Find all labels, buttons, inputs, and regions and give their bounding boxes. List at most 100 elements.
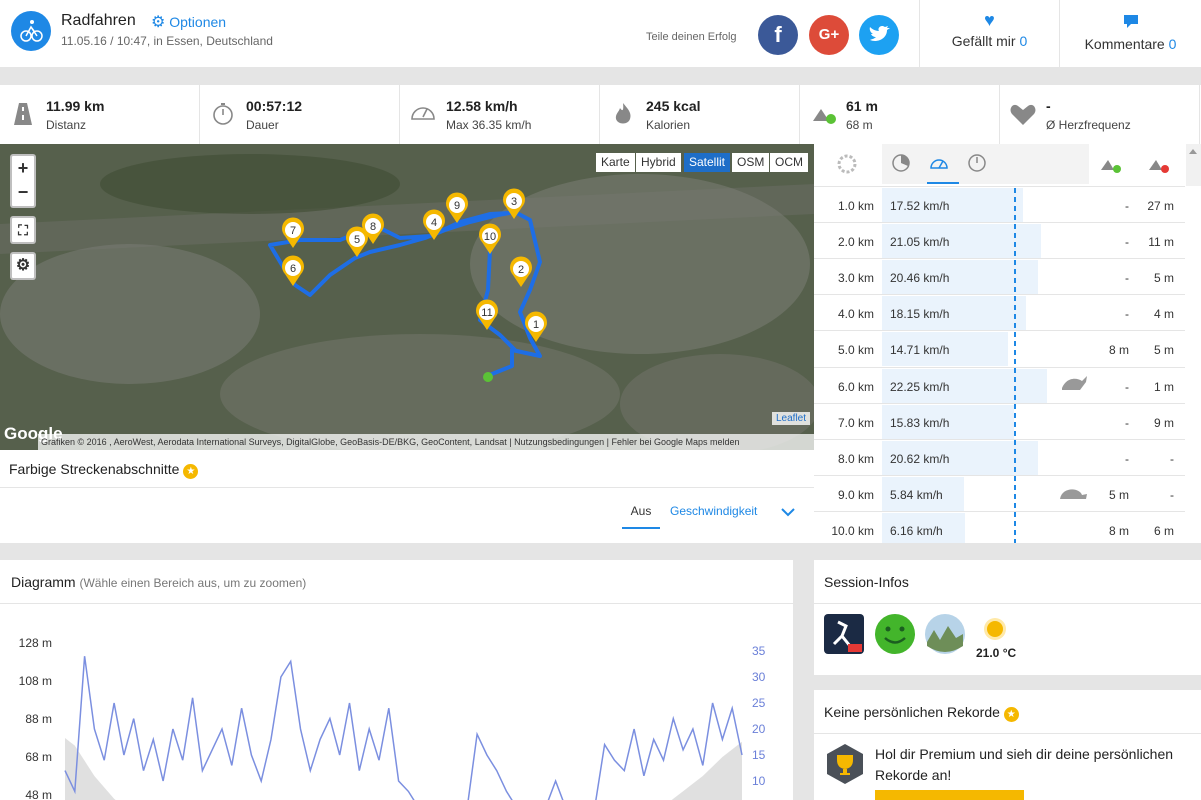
comment-button[interactable]: Kommentare 0 bbox=[1060, 0, 1201, 67]
twitter-button[interactable] bbox=[859, 15, 899, 55]
segment-option[interactable]: Geschwindigkeit bbox=[670, 504, 758, 518]
stat-label: Dauer bbox=[246, 118, 279, 132]
twitter-icon bbox=[869, 25, 890, 41]
like-button[interactable]: ♥ Gefällt mir 0 bbox=[920, 0, 1059, 67]
elevation-area bbox=[65, 738, 742, 800]
y2-tick-label: 30 bbox=[752, 670, 766, 684]
dropdown-arrow[interactable] bbox=[780, 506, 796, 518]
layer-button[interactable]: OSM bbox=[732, 153, 770, 172]
segments-title: Farbige Streckenabschnitte ★ bbox=[9, 461, 199, 479]
speed-unit: km/h bbox=[923, 451, 950, 466]
speed-value: 17.52 bbox=[890, 199, 921, 213]
speed-unit: km/h bbox=[923, 379, 950, 394]
split-row: 1.0 km 17.52 km/h - 27 m bbox=[814, 186, 1185, 222]
leaflet-link[interactable]: Leaflet bbox=[772, 412, 811, 425]
split-down: - bbox=[1170, 451, 1174, 466]
table-header-icons bbox=[837, 144, 1201, 186]
report-link[interactable]: Fehler bei Google Maps melden bbox=[611, 437, 740, 447]
split-up: - bbox=[1125, 415, 1129, 430]
google-plus-button[interactable]: G+ bbox=[809, 15, 849, 55]
map-marker-label: 3 bbox=[511, 196, 517, 208]
chart-title-text: Diagramm bbox=[11, 574, 76, 590]
divider bbox=[0, 487, 814, 488]
speed-bar bbox=[882, 296, 1026, 331]
records-text: Hol dir Premium und sieh dir deine persö… bbox=[875, 746, 1174, 783]
split-speed: 17.52 km/h bbox=[890, 199, 949, 213]
split-row: 8.0 km 20.62 km/h - - bbox=[814, 438, 1185, 475]
divider bbox=[1059, 0, 1060, 67]
layer-button[interactable]: Satellit bbox=[684, 153, 731, 172]
divider bbox=[814, 603, 1201, 604]
speed-bar bbox=[882, 512, 966, 543]
options-link[interactable]: ⚙ Optionen bbox=[151, 14, 227, 31]
stat-label: Kalorien bbox=[646, 118, 691, 132]
zoom-control[interactable]: + − bbox=[10, 154, 36, 208]
map-marker-label: 6 bbox=[290, 263, 296, 275]
share-label: Teile deinen Erfolg bbox=[646, 31, 737, 43]
split-up: - bbox=[1125, 235, 1129, 250]
trophy-badge bbox=[827, 744, 863, 784]
stat: 00:57:12 Dauer bbox=[200, 85, 400, 144]
split-down: 6 m bbox=[1153, 523, 1174, 538]
heart-icon: ♥ bbox=[984, 10, 995, 30]
map[interactable]: 1 2 3 4 5 6 7 8 9 10 11 + − ⛶ ⚙ Karte Hybrid Satellit… bbox=[0, 144, 814, 450]
split-row: 7.0 km 15.83 km/h - 9 m bbox=[814, 402, 1185, 439]
y2-tick-label: 15 bbox=[752, 748, 766, 762]
options-text[interactable]: Optionen bbox=[169, 14, 227, 30]
session-panel: Session-Infos 21.0 °C bbox=[814, 560, 1201, 675]
stat-label: Distanz bbox=[46, 118, 87, 132]
terms-link[interactable]: Nutzungsbedingungen bbox=[514, 437, 605, 447]
layer-button[interactable]: OCM bbox=[770, 153, 808, 172]
subtitle: 11.05.16 / 10:47, in Essen, Deutschland bbox=[61, 34, 273, 48]
split-km: 3.0 km bbox=[837, 271, 874, 286]
stats-bar: 11.99 km Distanz 00:57:12 Dauer 12.58 km/h Ma… bbox=[0, 85, 1201, 144]
records-title-text: Keine persönlichen Rekorde bbox=[824, 704, 1000, 720]
speed-value: 20.46 bbox=[890, 271, 921, 286]
comment-count: 0 bbox=[1168, 36, 1177, 52]
session-title: Session-Infos bbox=[824, 574, 909, 590]
split-row: 9.0 km 5.84 km/h 5 m - bbox=[814, 474, 1185, 511]
chart-subtitle: (Wähle einen Bereich aus, um zu zoomen) bbox=[79, 576, 307, 590]
segment-option[interactable]: Aus bbox=[622, 504, 660, 529]
split-speed: 5.84 km/h bbox=[890, 488, 943, 502]
split-row: 5.0 km 14.71 km/h 8 m 5 m bbox=[814, 330, 1185, 367]
temperature: 21.0 °C bbox=[976, 646, 1017, 660]
comment-icon bbox=[1060, 13, 1201, 34]
segments-title-text: Farbige Streckenabschnitte bbox=[9, 461, 180, 477]
map-marker-label: 9 bbox=[454, 200, 460, 212]
speed-unit: km/h bbox=[916, 487, 943, 502]
split-km: 7.0 km bbox=[837, 415, 874, 430]
premium-button[interactable] bbox=[875, 790, 1024, 800]
map-marker-label: 2 bbox=[518, 264, 524, 276]
map-marker-label: 5 bbox=[354, 234, 360, 246]
split-speed: 20.46 km/h bbox=[890, 271, 949, 285]
speed-unit: km/h bbox=[923, 415, 950, 430]
split-km: 5.0 km bbox=[837, 343, 874, 358]
split-down: 5 m bbox=[1153, 271, 1174, 286]
y2-tick-label: 20 bbox=[752, 722, 766, 736]
fullscreen-button[interactable]: ⛶ bbox=[10, 216, 36, 244]
y-tick-label: 128 m bbox=[19, 636, 52, 650]
stat-value: 12.58 km/h bbox=[446, 98, 518, 114]
settings-button[interactable]: ⚙ bbox=[10, 252, 36, 280]
divider bbox=[0, 603, 793, 604]
layer-button[interactable]: Hybrid bbox=[636, 153, 681, 172]
like-label: Gefällt mir bbox=[951, 33, 1016, 49]
stat-label: 68 m bbox=[846, 118, 873, 132]
split-up: 8 m bbox=[1108, 523, 1129, 538]
stat-label: Ø Herzfrequenz bbox=[1046, 118, 1131, 132]
y2-tick-label: 25 bbox=[752, 696, 766, 710]
speed-unit: km/h bbox=[923, 271, 950, 286]
chart: 128 m 108 m 88 m 68 m 48 m 35 30 25 20 15 10 bbox=[19, 636, 766, 800]
speed-value: 18.15 bbox=[890, 307, 921, 322]
split-up: - bbox=[1125, 307, 1129, 322]
stat-icon bbox=[411, 107, 435, 120]
like-count: 0 bbox=[1019, 33, 1028, 49]
split-down: 11 m bbox=[1148, 235, 1174, 250]
layer-button[interactable]: Karte bbox=[596, 153, 635, 172]
speed-value: 22.25 bbox=[890, 379, 921, 394]
sport-icon bbox=[11, 11, 51, 51]
facebook-button[interactable]: f bbox=[758, 15, 798, 55]
speed-value: 15.83 bbox=[890, 415, 921, 430]
map-layer: 1 2 3 4 5 6 7 8 9 10 11 bbox=[0, 144, 814, 450]
